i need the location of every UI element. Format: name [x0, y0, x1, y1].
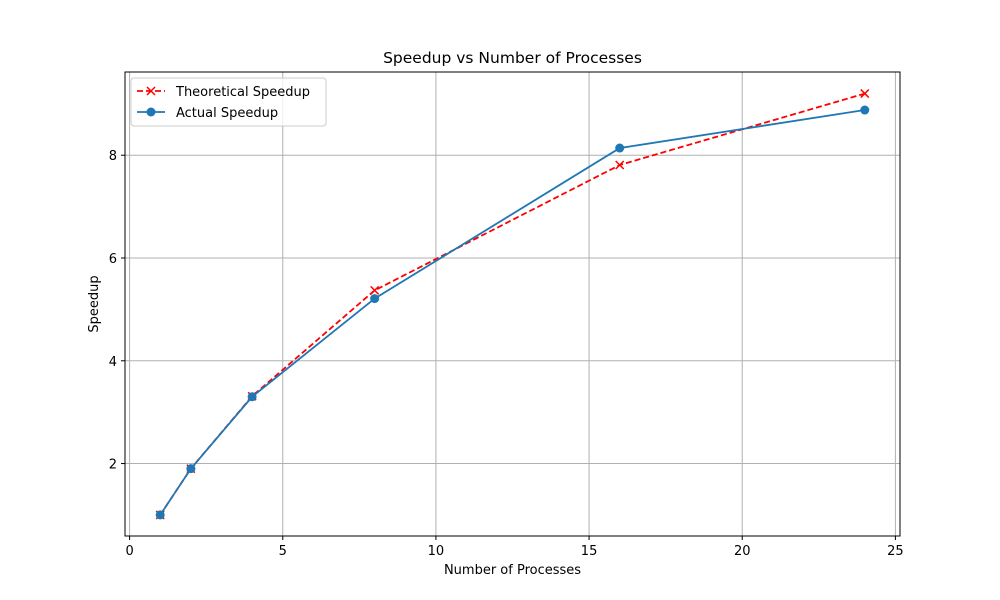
data-point — [186, 464, 196, 474]
legend-label: Theoretical Speedup — [175, 85, 310, 100]
data-point — [370, 294, 380, 304]
series-layer — [155, 89, 870, 520]
y-tick-label: 6 — [109, 252, 117, 267]
marker-stroke — [615, 160, 625, 170]
plot-frame — [124, 71, 901, 537]
data-point — [155, 510, 165, 520]
data-point — [615, 143, 625, 153]
data-point — [860, 105, 870, 115]
x-axis-label: Number of Processes — [444, 563, 581, 578]
chart-title: Speedup vs Number of Processes — [383, 49, 642, 67]
marker-stroke — [860, 89, 870, 99]
y-tick-label: 4 — [109, 355, 117, 370]
data-point — [615, 160, 625, 170]
legend-marker — [146, 86, 156, 96]
marker-stroke — [146, 86, 156, 96]
data-point — [247, 392, 257, 402]
data-point — [370, 285, 380, 295]
x-tick-label: 20 — [734, 544, 751, 559]
x-tick-label: 10 — [428, 544, 445, 559]
y-tick-label: 2 — [109, 458, 117, 473]
ticks: 0 5 10 15 20 25 2 4 6 8 — [109, 149, 904, 559]
x-tick-label: 25 — [887, 544, 904, 559]
x-tick-label: 15 — [581, 544, 598, 559]
legend-box — [130, 77, 327, 127]
legend-label: Actual Speedup — [176, 106, 278, 121]
series-actual-speedup — [155, 105, 870, 520]
series-line — [159, 109, 865, 516]
y-tick-label: 8 — [109, 149, 117, 164]
x-tick-label: 0 — [125, 544, 133, 559]
legend-marker — [146, 107, 156, 117]
legend: Theoretical Speedup Actual Speedup — [130, 77, 327, 127]
legend-item: Theoretical Speedup — [137, 85, 310, 100]
legend-item: Actual Speedup — [137, 106, 278, 121]
marker-stroke — [370, 285, 380, 295]
y-axis-label: Speedup — [87, 275, 102, 332]
grid — [125, 72, 900, 536]
x-tick-label: 5 — [279, 544, 287, 559]
data-point — [860, 89, 870, 99]
